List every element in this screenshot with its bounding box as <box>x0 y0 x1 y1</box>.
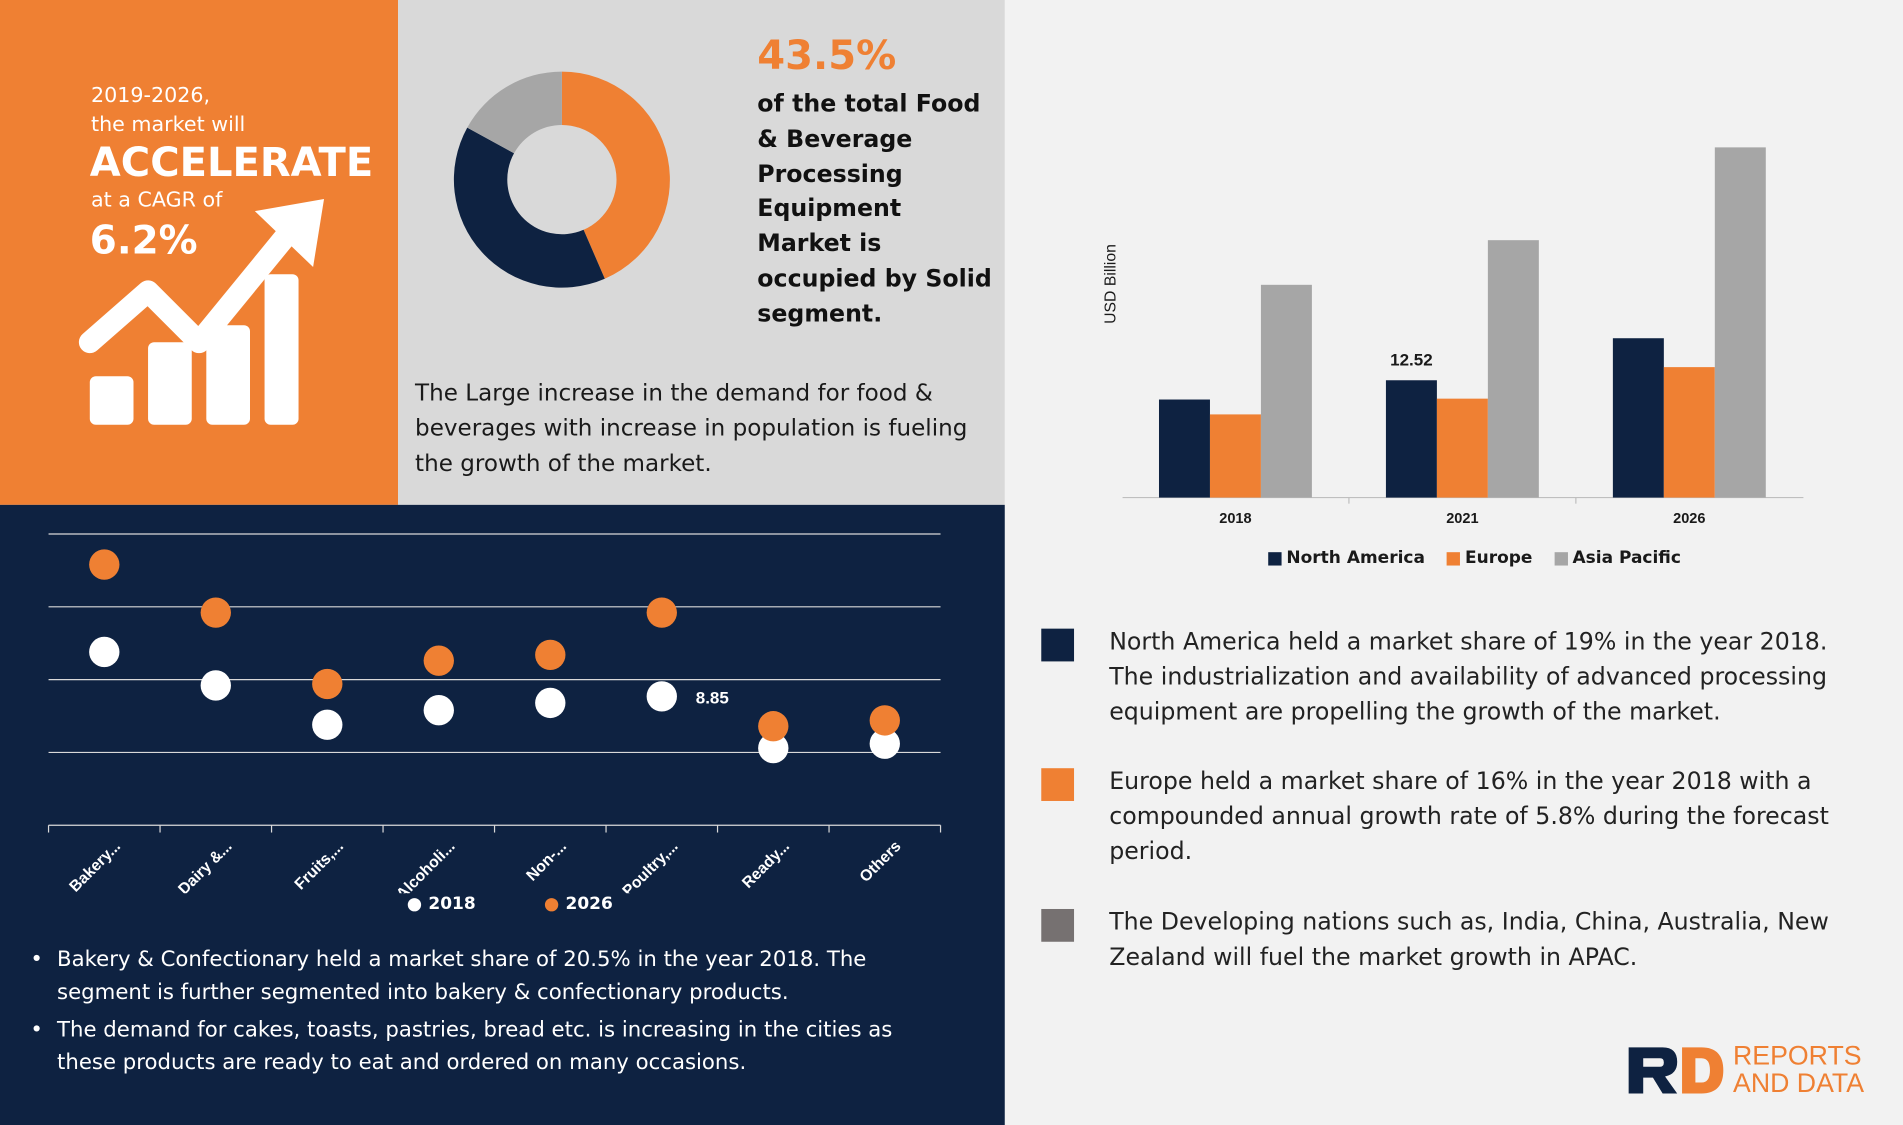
dot-2026-alcoholi <box>423 645 454 676</box>
dot-2018-bakery <box>89 636 120 668</box>
note-text-asia-pacific: The Developing nations such as, India, C… <box>1109 907 1829 971</box>
dot-legend-2026: 2026 <box>544 894 613 914</box>
legend-swatch-asia-pacific <box>1554 551 1568 565</box>
dot-2026-fruits <box>312 668 343 700</box>
dot-2018-ready <box>758 732 789 764</box>
dot-2026-bakery <box>89 549 120 580</box>
bar-asia-pacific-2026 <box>1714 147 1766 498</box>
rd-logo-mark <box>1628 1047 1724 1094</box>
legend-label-asia-pacific: Asia Pacific <box>1572 548 1681 568</box>
note-marker-europe <box>1041 768 1075 801</box>
dot-x-tick-label: Non-... <box>523 838 570 885</box>
demand-statement: The Large increase in the demand for foo… <box>415 379 968 477</box>
note-text-europe: Europe held a market share of 16% in the… <box>1109 766 1829 866</box>
dot-legend-label-2018: 2018 <box>428 894 476 914</box>
logo-line1: REPORTS <box>1733 1040 1862 1071</box>
cagr-period: 2019-2026, <box>91 83 211 109</box>
bar-europe-2021 <box>1436 398 1488 498</box>
note-marker-north-america <box>1041 628 1075 662</box>
bullet-item: Bakery & Confectionary held a market sha… <box>27 944 949 1010</box>
bullet-item: The demand for cakes, toasts, pastries, … <box>27 1015 949 1081</box>
growth-chart-arrow-icon <box>78 199 325 425</box>
bar-x-tick-2018: 2018 <box>1219 511 1251 527</box>
dot-2026-non <box>535 639 566 671</box>
dot-2018-non <box>535 687 566 719</box>
bar-north-america-2021 <box>1385 380 1437 498</box>
dot-legend-2018: 2018 <box>407 894 476 914</box>
bar-x-tick-2021: 2021 <box>1446 511 1478 527</box>
donut-slice-3 <box>467 71 562 154</box>
bar-europe-2026 <box>1663 367 1715 498</box>
note-north-america: North America held a market share of 19%… <box>1041 624 1842 730</box>
dot-2018-alcoholi <box>423 695 454 726</box>
note-text-north-america: North America held a market share of 19%… <box>1109 627 1828 726</box>
bar-north-america-2026 <box>1612 338 1664 498</box>
dot-2018-poultry <box>646 681 677 712</box>
bar-data-label: 12.52 <box>1390 351 1433 370</box>
donut-slice-1 <box>561 71 670 279</box>
legend-swatch-europe <box>1446 551 1461 565</box>
segment-share-percent: 43.5% <box>757 31 897 79</box>
legend-swatch-north-america <box>1268 551 1282 565</box>
dot-2018-fruits <box>312 709 343 740</box>
legend-label-europe: Europe <box>1464 548 1533 568</box>
dot-x-tick-label: Ready... <box>739 838 793 892</box>
donut-slice-2 <box>453 127 605 288</box>
regional-bar-chart: USD Billion 2018 2021 2026 12.52 <box>1102 147 1804 527</box>
application-bullets: Bakery & Confectionary held a market sha… <box>27 944 949 1085</box>
legend-label-north-america: North America <box>1286 548 1425 568</box>
dot-x-tick-label: Bakery... <box>66 838 124 893</box>
dot-x-tick-label: Fruits,... <box>292 838 347 893</box>
cagr-subtitle: the market will <box>91 112 246 138</box>
bar-asia-pacific-2018 <box>1260 284 1312 498</box>
dot-2026-ready <box>758 711 789 742</box>
cagr-value: 6.2% <box>89 217 198 264</box>
dot-2018-dairy <box>200 670 231 701</box>
bar-north-america-2018 <box>1158 399 1210 498</box>
legend-item-europe: Europe <box>1446 548 1533 568</box>
dot-2026-others <box>869 705 900 736</box>
cagr-panel <box>0 0 399 505</box>
legend-item-asia-pacific: Asia Pacific <box>1554 549 1681 568</box>
segment-share-text: of the total Food & Beverage Processing … <box>757 89 992 328</box>
dot-2026-dairy <box>200 597 231 628</box>
legend-item-north-america: North America <box>1268 549 1425 568</box>
dot-2026-poultry <box>646 597 677 628</box>
bar-chart-y-axis-label: USD Billion <box>1102 244 1119 324</box>
bar-asia-pacific-2021 <box>1487 240 1539 498</box>
segment-donut-chart <box>453 71 670 288</box>
cagr-headline: ACCELERATE <box>89 138 374 186</box>
cagr-label: at a CAGR of <box>91 188 223 213</box>
dot-legend-label-2026: 2026 <box>565 894 613 914</box>
dot-x-tick-label: Poultry,... <box>620 838 682 893</box>
dot-legend-marker-2026 <box>544 897 559 911</box>
note-europe: Europe held a market share of 16% in the… <box>1041 763 1842 869</box>
application-dot-chart: 8.85 Bakery... Dairy &... Fruits,... Alcoho… <box>47 533 942 893</box>
bar-europe-2018 <box>1209 414 1261 498</box>
dot-data-label: 8.85 <box>696 689 729 708</box>
logo-line2: AND DATA <box>1733 1067 1865 1099</box>
bar-x-tick-2026: 2026 <box>1673 511 1705 527</box>
dot-x-tick-label: Alcoholi... <box>393 838 458 893</box>
note-asia-pacific: The Developing nations such as, India, C… <box>1041 904 1842 974</box>
dot-x-tick-label: Others <box>857 838 905 886</box>
dot-legend-marker-2018 <box>407 897 422 911</box>
reports-and-data-logo: REPORTS AND DATA <box>1626 1041 1864 1097</box>
dot-x-tick-label: Dairy &... <box>175 838 235 893</box>
bar-chart-legend: North America Europe Asia Pacific <box>1268 549 1681 568</box>
dot-2018-others <box>869 728 900 759</box>
note-marker-asia-pacific <box>1041 908 1075 942</box>
